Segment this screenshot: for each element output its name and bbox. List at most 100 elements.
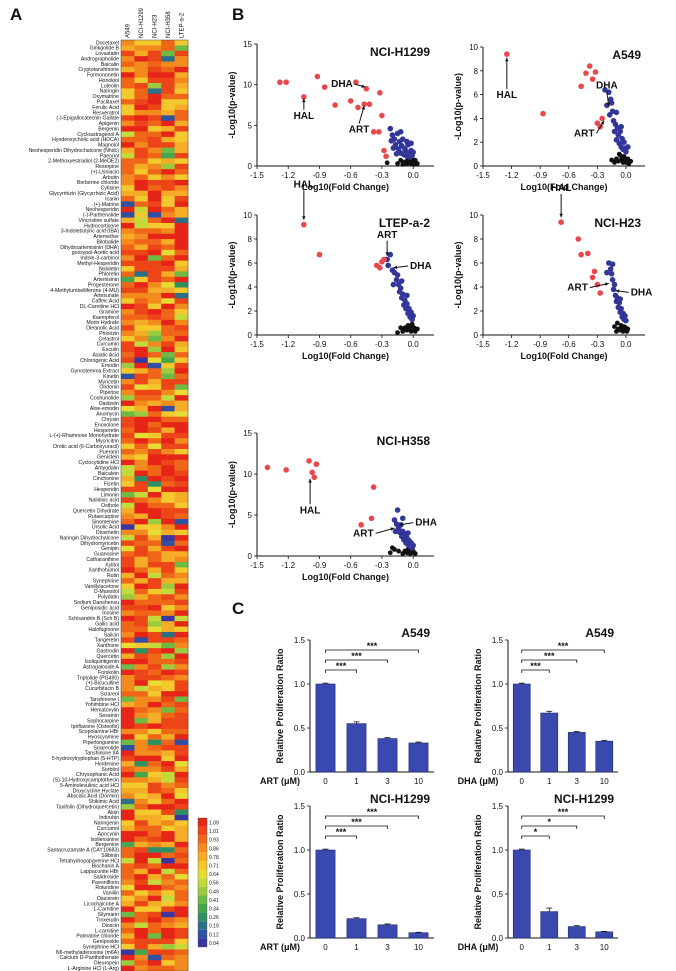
- heatmap-cell: [121, 40, 135, 46]
- heatmap-cell: [121, 884, 135, 891]
- heatmap-row-label: Bergenine: [95, 842, 119, 848]
- data-point-significant: [366, 101, 373, 107]
- heatmap-cell: [147, 61, 162, 68]
- heatmap-cell: [161, 911, 175, 918]
- heatmap-cell: [147, 954, 162, 961]
- heatmap-cell: [147, 502, 162, 509]
- heatmap-cell: [147, 88, 162, 95]
- heatmap-cell: [121, 701, 135, 708]
- heatmap-row-label: Sinomenine: [92, 519, 120, 525]
- heatmap-cell: [147, 965, 162, 971]
- heatmap-cell: [134, 45, 149, 52]
- heatmap-cell: [134, 314, 149, 321]
- heatmap-cell: [147, 535, 162, 541]
- heatmap-row-label: Glycyrrhizin (Glycyrrhizic Acid): [49, 191, 119, 197]
- heatmap-row-label: Apocynin: [98, 831, 119, 837]
- data-point-significant: [313, 461, 320, 467]
- heatmap-cell: [174, 610, 189, 617]
- heatmap-cell: [121, 895, 135, 902]
- chart-title: A549: [585, 626, 614, 640]
- annotation-arrow-head: [393, 265, 398, 270]
- heatmap-cell: [174, 169, 189, 175]
- heatmap-cell: [147, 282, 162, 288]
- heatmap-cell: [161, 287, 175, 294]
- heatmap-cell: [161, 341, 175, 348]
- heatmap-cell: [161, 701, 175, 708]
- heatmap-row-label: Geniposide: [93, 939, 119, 945]
- heatmap-cell: [174, 228, 189, 235]
- heatmap-cell: [174, 809, 189, 816]
- y-tick-label: 0: [474, 331, 479, 340]
- heatmap-cell: [121, 319, 135, 326]
- heatmap-cell: [147, 142, 162, 148]
- bar: [408, 932, 429, 939]
- x-tick-label: 1: [354, 777, 359, 786]
- x-tick-label: 10: [414, 943, 423, 952]
- heatmap-row-label: Paeonol: [100, 153, 119, 159]
- y-tick-label: 10: [243, 81, 252, 90]
- heatmap-cell: [147, 734, 162, 740]
- heatmap-row-label: Cytisine: [101, 186, 120, 192]
- heatmap-cell: [121, 459, 135, 466]
- heatmap-cell: [121, 45, 135, 52]
- heatmap-cell: [134, 696, 149, 703]
- data-point-moderate: [618, 305, 624, 312]
- heatmap-row-label: Diacerein: [97, 896, 119, 902]
- heatmap-row-label: Cycloastragenol A: [77, 132, 119, 138]
- heatmap-cell: [121, 325, 135, 331]
- data-point-moderate: [404, 301, 410, 307]
- x-tick-label: -1.5: [250, 561, 264, 570]
- data-point-ns: [398, 157, 404, 163]
- heatmap-cell: [161, 395, 175, 401]
- heatmap-cell: [161, 545, 175, 552]
- heatmap-cell: [147, 621, 162, 627]
- x-tick-label: -0.6: [562, 171, 576, 180]
- bar-chart-a549-art: 0.0 0.5 1.0 1.5 0 1 3 10 ART (μM) Relative Prolif…: [260, 626, 434, 786]
- heatmap-cell: [174, 368, 189, 374]
- heatmap-row-label: (-)-Epigallocatechin Gallate: [56, 116, 119, 122]
- heatmap-row-label: Osthole: [101, 503, 119, 509]
- heatmap-cell: [121, 637, 135, 644]
- heatmap-cell: [134, 282, 149, 288]
- heatmap-cell: [161, 621, 175, 627]
- heatmap-row-label: Methyl-Hesperidin: [77, 261, 119, 267]
- heatmap-cell: [121, 126, 135, 132]
- heatmap-cell: [147, 508, 162, 514]
- annotation-arrow-head: [385, 252, 389, 256]
- heatmap-cell: [134, 809, 149, 816]
- heatmap-cell: [147, 448, 162, 455]
- heatmap-cell: [147, 583, 162, 590]
- heatmap-cell: [147, 874, 162, 880]
- significance-label: ***: [558, 641, 569, 651]
- y-tick-label: 0: [248, 552, 253, 561]
- heatmap-cell: [161, 153, 175, 159]
- y-tick-label: 15: [243, 429, 252, 438]
- legend-tick-label: 0.49: [209, 889, 219, 895]
- x-tick-label: -1.2: [281, 340, 295, 349]
- heatmap-row-label: D-Mannitol: [94, 589, 119, 595]
- y-axis-label: -Log10(p-value): [453, 73, 463, 140]
- heatmap-cell: [161, 443, 175, 450]
- heatmap-cell: [161, 761, 175, 767]
- annotation-arrow-head: [361, 84, 366, 88]
- heatmap-cell: [121, 868, 135, 875]
- heatmap-cell: [134, 965, 149, 971]
- heatmap-cell: [161, 879, 175, 886]
- heatmap-cell: [174, 863, 189, 870]
- heatmap-cell: [134, 642, 149, 649]
- heatmap-row-label: Isoliensinine: [90, 837, 119, 843]
- heatmap-cell: [121, 228, 135, 235]
- heatmap-cell: [134, 83, 149, 89]
- heatmap-cell: [161, 793, 175, 800]
- heatmap-cell: [121, 249, 135, 256]
- heatmap-cell: [121, 857, 135, 864]
- x-axis-label: Log10(Fold Change): [302, 351, 389, 361]
- heatmap-row-label: Salicin: [104, 632, 119, 638]
- heatmap-cell: [147, 669, 162, 676]
- heatmap-cell: [174, 551, 189, 557]
- data-point-significant: [283, 467, 289, 473]
- heatmap-cell: [174, 448, 189, 455]
- heatmap-cell: [174, 545, 189, 552]
- chart-title: NCI-H1299: [370, 792, 430, 806]
- heatmap-row-label: Ipriflavone (Osteofix): [71, 724, 119, 730]
